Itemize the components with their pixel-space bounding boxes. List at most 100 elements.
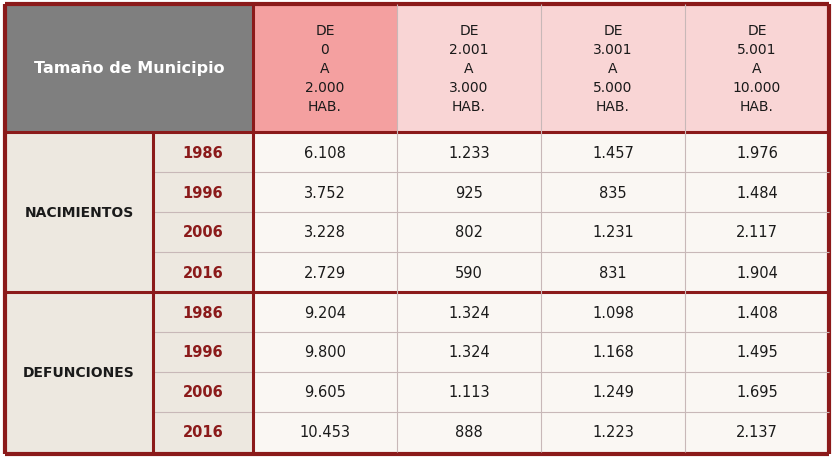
Text: 5.000: 5.000 xyxy=(593,81,633,95)
Text: 1.233: 1.233 xyxy=(448,145,490,160)
Text: 2006: 2006 xyxy=(183,225,224,240)
Text: DE: DE xyxy=(747,24,766,38)
Text: 888: 888 xyxy=(455,425,483,440)
Text: 3.000: 3.000 xyxy=(450,81,489,95)
Bar xyxy=(253,133,397,173)
Text: 2016: 2016 xyxy=(183,425,224,440)
Text: 1.904: 1.904 xyxy=(736,265,778,280)
Bar xyxy=(153,252,253,292)
Text: NACIMIENTOS: NACIMIENTOS xyxy=(24,206,133,219)
Text: 9.204: 9.204 xyxy=(304,305,346,320)
Text: 1.324: 1.324 xyxy=(448,305,490,320)
Bar xyxy=(397,133,541,173)
Bar xyxy=(153,412,253,452)
Bar xyxy=(397,252,541,292)
Text: 1996: 1996 xyxy=(183,345,224,360)
Bar xyxy=(397,332,541,372)
Text: A: A xyxy=(752,62,761,76)
Text: 1.408: 1.408 xyxy=(736,305,778,320)
Text: 2.729: 2.729 xyxy=(304,265,346,280)
Text: 9.605: 9.605 xyxy=(304,385,346,400)
Bar xyxy=(685,213,829,252)
Text: HAB.: HAB. xyxy=(596,100,630,114)
Text: 1.231: 1.231 xyxy=(592,225,634,240)
Bar xyxy=(397,372,541,412)
Text: 6.108: 6.108 xyxy=(304,145,346,160)
Bar xyxy=(153,292,253,332)
Text: 2006: 2006 xyxy=(183,385,224,400)
Text: 1986: 1986 xyxy=(183,145,224,160)
Bar xyxy=(541,213,685,252)
Text: 10.000: 10.000 xyxy=(733,81,781,95)
Bar xyxy=(253,252,397,292)
Text: 1.113: 1.113 xyxy=(448,385,490,400)
Text: 5.001: 5.001 xyxy=(737,43,776,57)
Bar xyxy=(5,292,153,452)
Bar xyxy=(153,372,253,412)
Bar xyxy=(5,133,153,292)
Text: HAB.: HAB. xyxy=(308,100,342,114)
Text: 2.000: 2.000 xyxy=(305,81,344,95)
Bar xyxy=(253,5,397,133)
Bar xyxy=(685,372,829,412)
Text: HAB.: HAB. xyxy=(740,100,774,114)
Text: DE: DE xyxy=(460,24,479,38)
Text: DE: DE xyxy=(315,24,334,38)
Bar xyxy=(153,133,253,173)
Text: 1.098: 1.098 xyxy=(592,305,634,320)
Text: 2.117: 2.117 xyxy=(736,225,778,240)
Text: 2.137: 2.137 xyxy=(736,425,778,440)
Text: 835: 835 xyxy=(599,185,627,200)
Bar xyxy=(253,173,397,213)
Bar xyxy=(685,252,829,292)
Text: A: A xyxy=(465,62,474,76)
Bar xyxy=(541,5,685,133)
Bar xyxy=(541,252,685,292)
Text: 3.752: 3.752 xyxy=(304,185,346,200)
Text: 1986: 1986 xyxy=(183,305,224,320)
Text: A: A xyxy=(608,62,618,76)
Bar xyxy=(541,292,685,332)
Text: 0: 0 xyxy=(320,43,329,57)
Bar xyxy=(541,133,685,173)
Text: 1.695: 1.695 xyxy=(736,385,778,400)
Text: 9.800: 9.800 xyxy=(304,345,346,360)
Bar xyxy=(397,173,541,213)
Text: HAB.: HAB. xyxy=(452,100,486,114)
Text: 1.457: 1.457 xyxy=(592,145,634,160)
Bar xyxy=(397,412,541,452)
Bar xyxy=(253,372,397,412)
Bar xyxy=(397,5,541,133)
Bar xyxy=(5,5,253,133)
Text: 2016: 2016 xyxy=(183,265,224,280)
Bar xyxy=(685,133,829,173)
Bar xyxy=(397,292,541,332)
Text: 1.484: 1.484 xyxy=(736,185,778,200)
Bar xyxy=(541,372,685,412)
Text: A: A xyxy=(320,62,329,76)
Text: 831: 831 xyxy=(599,265,627,280)
Text: 1.223: 1.223 xyxy=(592,425,634,440)
Bar xyxy=(153,173,253,213)
Text: 1.495: 1.495 xyxy=(736,345,778,360)
Bar xyxy=(685,332,829,372)
Bar xyxy=(253,412,397,452)
Bar xyxy=(685,412,829,452)
Text: 1.976: 1.976 xyxy=(736,145,778,160)
Bar xyxy=(541,173,685,213)
Text: 925: 925 xyxy=(455,185,483,200)
Bar xyxy=(541,412,685,452)
Bar xyxy=(253,292,397,332)
Text: 1.168: 1.168 xyxy=(592,345,634,360)
Bar xyxy=(397,213,541,252)
Bar xyxy=(541,332,685,372)
Bar xyxy=(153,332,253,372)
Bar xyxy=(153,213,253,252)
Text: 590: 590 xyxy=(455,265,483,280)
Text: 1996: 1996 xyxy=(183,185,224,200)
Text: Tamaño de Municipio: Tamaño de Municipio xyxy=(33,62,224,76)
Text: 2.001: 2.001 xyxy=(450,43,489,57)
Bar xyxy=(685,173,829,213)
Bar xyxy=(253,332,397,372)
Bar xyxy=(253,213,397,252)
